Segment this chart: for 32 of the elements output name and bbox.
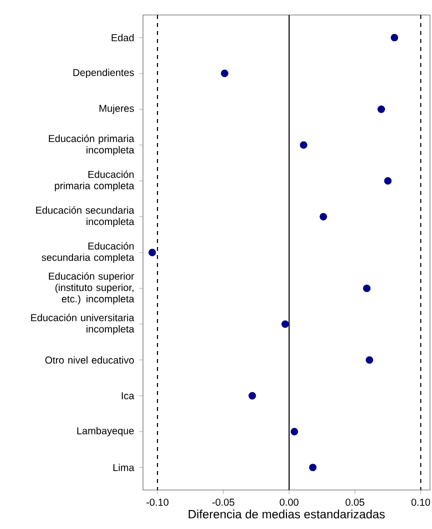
point (378, 105, 386, 113)
y-tick-label: Edad (112, 34, 134, 42)
y-tick-label: Educación primaria completa (54, 170, 134, 192)
y-tick-label: Lambayeque (77, 426, 134, 436)
y-tick-label: Educación superior (instituto superior, etc.) incompleta (48, 272, 134, 304)
y-tick-label: Ica (122, 392, 134, 400)
point (290, 428, 298, 436)
y-tick-label: Mujeres (100, 104, 134, 114)
x-tick-label: -0.10 (146, 498, 168, 506)
y-tick-label: Dependientes (73, 68, 134, 78)
point (384, 177, 392, 185)
point (363, 284, 371, 292)
x-axis-title: Diferencia de medias estandarizadas (188, 510, 385, 518)
point (220, 70, 228, 78)
point (300, 141, 308, 149)
point (309, 464, 317, 472)
point (390, 34, 398, 42)
y-tick-label: Educación universitaria incompleta (31, 314, 134, 335)
y-tick-label: Educación secundaria incompleta (36, 206, 134, 228)
point (320, 212, 328, 220)
y-tick-label: Educación secundaria completa (42, 242, 134, 263)
x-tick-label: 0.00 (280, 498, 298, 506)
point (248, 392, 256, 400)
x-tick-label: 0.10 (411, 498, 430, 506)
y-tick-label: Educación primaria incompleta (48, 134, 134, 156)
point (366, 356, 374, 364)
x-tick-label: -0.05 (212, 498, 234, 506)
y-tick-label: Lima (113, 464, 134, 472)
x-tick-label: 0.05 (346, 498, 364, 506)
y-tick-label: Otro nivel educativo (45, 356, 134, 364)
point (281, 320, 289, 328)
point (148, 248, 156, 256)
